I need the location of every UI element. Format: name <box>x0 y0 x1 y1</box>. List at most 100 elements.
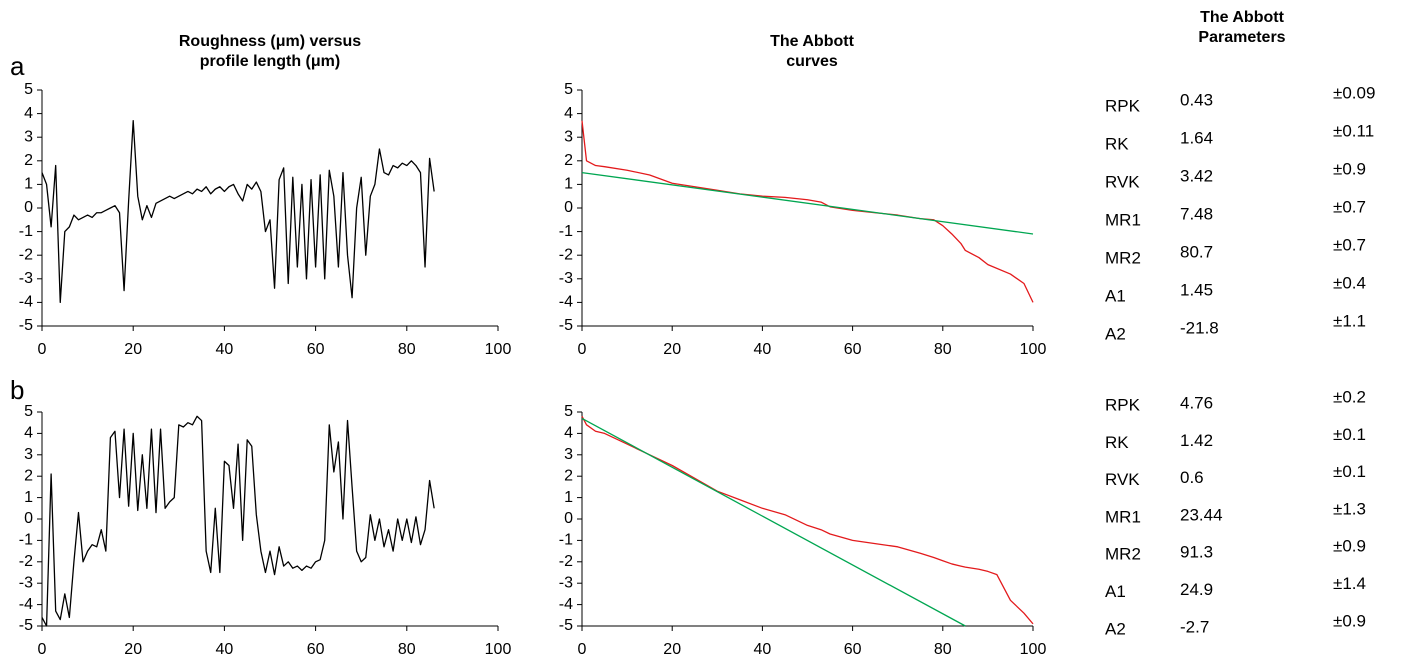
param-error: ±0.4 <box>1333 273 1366 292</box>
y-tick-label: 3 <box>24 446 33 463</box>
y-tick-label: -3 <box>559 270 573 287</box>
y-tick-label: 0 <box>24 199 33 216</box>
y-tick-label: 5 <box>24 81 33 98</box>
param-value: 91.3 <box>1180 543 1213 562</box>
x-tick-label: 80 <box>398 341 416 358</box>
y-tick-label: -4 <box>19 596 33 613</box>
y-tick-label: 2 <box>24 467 33 484</box>
y-tick-label: 0 <box>24 510 33 527</box>
y-tick-label: 2 <box>24 152 33 169</box>
y-tick-label: -4 <box>559 294 573 311</box>
y-tick-label: -1 <box>559 532 573 549</box>
param-name: A2 <box>1105 619 1126 638</box>
y-tick-label: 0 <box>564 199 573 216</box>
y-tick-label: -2 <box>19 553 33 570</box>
y-tick-label: 4 <box>564 425 573 442</box>
y-tick-label: -4 <box>559 596 573 613</box>
param-value: 4.76 <box>1180 393 1213 412</box>
param-error: ±1.3 <box>1333 499 1366 518</box>
panel-label: b <box>10 375 24 405</box>
param-value: 1.45 <box>1180 280 1213 299</box>
y-tick-label: -2 <box>559 246 573 263</box>
y-tick-label: -2 <box>559 553 573 570</box>
y-tick-label: -4 <box>19 294 33 311</box>
x-tick-label: 60 <box>844 641 862 658</box>
y-tick-label: 1 <box>24 176 33 193</box>
param-value: 0.6 <box>1180 468 1204 487</box>
y-tick-label: 3 <box>564 128 573 145</box>
x-tick-label: 20 <box>124 641 142 658</box>
param-name: MR1 <box>1105 507 1141 526</box>
y-tick-label: -3 <box>559 574 573 591</box>
data-line <box>581 171 1034 235</box>
param-error: ±0.2 <box>1333 387 1366 406</box>
param-error: ±0.7 <box>1333 197 1366 216</box>
param-error: ±0.1 <box>1333 462 1366 481</box>
x-tick-label: 20 <box>663 341 681 358</box>
param-name: MR2 <box>1105 545 1141 564</box>
param-value: 24.9 <box>1180 580 1213 599</box>
x-tick-label: 40 <box>754 341 772 358</box>
param-value: -2.7 <box>1180 617 1209 636</box>
param-error: ±1.1 <box>1333 311 1366 330</box>
param-value: 1.42 <box>1180 431 1213 450</box>
x-tick-label: 60 <box>307 641 325 658</box>
y-tick-label: -5 <box>559 617 573 634</box>
param-name: MR2 <box>1105 248 1141 267</box>
x-tick-label: 80 <box>398 641 416 658</box>
param-value: 3.42 <box>1180 166 1213 185</box>
x-tick-label: 80 <box>934 641 952 658</box>
param-error: ±0.9 <box>1333 537 1366 556</box>
x-tick-label: 100 <box>485 641 512 658</box>
x-tick-label: 0 <box>578 641 587 658</box>
x-tick-label: 100 <box>1020 341 1047 358</box>
y-tick-label: 2 <box>564 152 573 169</box>
y-tick-label: 4 <box>24 425 33 442</box>
param-name: RPK <box>1105 96 1141 115</box>
param-error: ±0.9 <box>1333 611 1366 630</box>
y-tick-label: 3 <box>564 446 573 463</box>
param-value: 0.43 <box>1180 90 1213 109</box>
data-line <box>581 415 1034 625</box>
param-name: RVK <box>1105 172 1140 191</box>
param-error: ±0.9 <box>1333 159 1366 178</box>
param-error: ±0.1 <box>1333 425 1366 444</box>
x-tick-label: 40 <box>216 641 234 658</box>
param-name: RPK <box>1105 395 1141 414</box>
param-name: RK <box>1105 134 1129 153</box>
y-tick-label: 4 <box>564 105 573 122</box>
param-name: RVK <box>1105 470 1140 489</box>
y-tick-label: 4 <box>24 105 33 122</box>
param-value: 1.64 <box>1180 128 1213 147</box>
table-title: The Abbott Parameters <box>1198 9 1286 46</box>
y-tick-label: 0 <box>564 510 573 527</box>
param-value: 23.44 <box>1180 505 1223 524</box>
param-name: A2 <box>1105 324 1126 343</box>
x-tick-label: 100 <box>1020 641 1047 658</box>
y-tick-label: 5 <box>564 81 573 98</box>
chart-title: Roughness (μm) versus profile length (μm… <box>178 33 362 70</box>
y-tick-label: -5 <box>19 617 33 634</box>
param-error: ±0.7 <box>1333 235 1366 254</box>
data-line <box>581 417 966 627</box>
x-tick-label: 0 <box>578 341 587 358</box>
param-error: ±0.11 <box>1333 121 1374 140</box>
y-tick-label: -2 <box>19 246 33 263</box>
panel-label: a <box>10 51 25 81</box>
param-name: A1 <box>1105 582 1126 601</box>
param-name: MR1 <box>1105 210 1141 229</box>
x-tick-label: 20 <box>124 341 142 358</box>
y-tick-label: -3 <box>19 574 33 591</box>
param-value: -21.8 <box>1180 318 1219 337</box>
y-tick-label: -5 <box>19 317 33 334</box>
data-line <box>581 120 1034 303</box>
y-tick-label: -1 <box>19 532 33 549</box>
param-name: RK <box>1105 433 1129 452</box>
x-tick-label: 80 <box>934 341 952 358</box>
data-line <box>41 415 435 627</box>
y-tick-label: -3 <box>19 270 33 287</box>
x-tick-label: 100 <box>485 341 512 358</box>
x-tick-label: 40 <box>754 641 772 658</box>
y-tick-label: 3 <box>24 128 33 145</box>
